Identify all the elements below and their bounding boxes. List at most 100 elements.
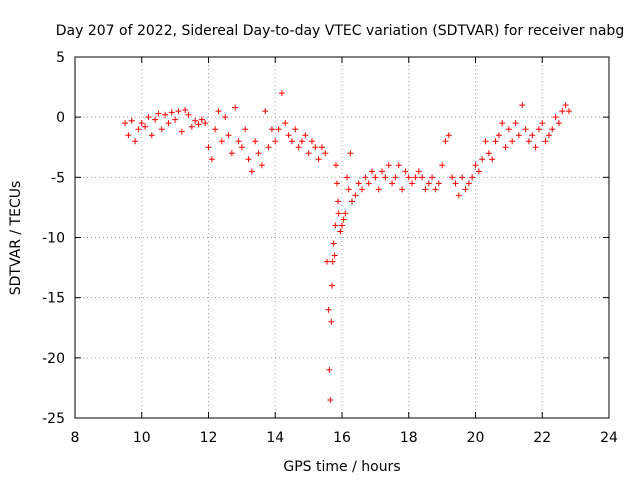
- data-point: [122, 120, 129, 127]
- data-point: [329, 258, 336, 265]
- data-point: [492, 138, 499, 145]
- y-tick-label: -20: [42, 351, 65, 367]
- data-point: [192, 117, 199, 124]
- data-point: [165, 120, 172, 127]
- data-point: [542, 138, 549, 145]
- data-point: [565, 108, 572, 115]
- data-point: [308, 138, 315, 145]
- data-point: [485, 150, 492, 157]
- data-point: [389, 180, 396, 187]
- x-axis-label: GPS time / hours: [283, 459, 400, 475]
- data-point: [252, 138, 259, 145]
- data-point: [225, 132, 232, 139]
- data-point: [323, 258, 330, 265]
- data-point: [333, 180, 340, 187]
- data-point: [405, 174, 412, 181]
- data-point: [178, 128, 185, 135]
- data-point: [208, 156, 215, 163]
- data-point: [545, 132, 552, 139]
- data-point: [382, 174, 389, 181]
- data-point: [238, 144, 245, 151]
- data-point: [519, 102, 526, 109]
- data-point: [525, 138, 532, 145]
- data-point: [128, 117, 135, 124]
- data-point: [499, 120, 506, 127]
- data-point: [332, 162, 339, 169]
- data-point: [445, 132, 452, 139]
- data-point: [365, 180, 372, 187]
- data-point: [505, 126, 512, 133]
- data-point: [155, 110, 162, 117]
- data-point: [272, 138, 279, 145]
- data-point: [555, 120, 562, 127]
- data-point: [212, 126, 219, 133]
- data-point: [559, 108, 566, 115]
- data-point: [409, 180, 416, 187]
- data-point: [148, 132, 155, 139]
- data-point: [305, 150, 312, 157]
- y-tick-label: -10: [42, 231, 65, 247]
- data-point: [215, 108, 222, 115]
- axis-ticks: 8 10 12 14 16 18 20 22 24 5 0 -5 -10 -15 -20 -25: [42, 50, 618, 446]
- data-point: [342, 210, 349, 217]
- x-tick-label: 20: [467, 430, 485, 446]
- data-point: [340, 216, 347, 223]
- grid-layer: [75, 57, 609, 418]
- data-point: [298, 138, 305, 145]
- data-point: [202, 120, 209, 127]
- data-point: [326, 366, 333, 373]
- data-point: [265, 144, 272, 151]
- data-point: [337, 228, 344, 235]
- data-point: [395, 162, 402, 169]
- data-point: [195, 121, 202, 128]
- data-point: [327, 396, 334, 403]
- y-tick-label: 5: [56, 50, 65, 66]
- data-point: [379, 168, 386, 175]
- data-point: [282, 120, 289, 127]
- data-point: [255, 150, 262, 157]
- data-point: [325, 306, 332, 313]
- data-point: [452, 180, 459, 187]
- data-point: [328, 318, 335, 325]
- data-point: [248, 168, 255, 175]
- y-axis-label: SDTVAR / TECUs: [8, 181, 24, 296]
- data-point: [198, 116, 205, 123]
- data-point: [472, 162, 479, 169]
- data-point: [369, 168, 376, 175]
- data-point: [175, 108, 182, 115]
- data-point: [138, 120, 145, 127]
- data-point: [278, 90, 285, 97]
- data-point: [462, 186, 469, 193]
- y-tick-label: 0: [56, 110, 65, 126]
- data-point: [392, 174, 399, 181]
- data-point: [334, 198, 341, 205]
- data-point: [362, 174, 369, 181]
- data-point: [292, 126, 299, 133]
- data-point: [318, 144, 325, 151]
- data-point: [302, 132, 309, 139]
- data-point: [288, 138, 295, 145]
- data-point: [145, 114, 152, 121]
- data-point: [375, 186, 382, 193]
- y-tick-label: -15: [42, 291, 65, 307]
- x-tick-label: 10: [133, 430, 151, 446]
- data-point: [262, 108, 269, 115]
- data-point: [242, 126, 249, 133]
- data-point: [135, 126, 142, 133]
- data-point: [465, 180, 472, 187]
- data-point: [158, 126, 165, 133]
- data-point: [482, 138, 489, 145]
- data-point: [222, 114, 229, 121]
- data-point: [339, 222, 345, 229]
- data-point: [275, 126, 282, 133]
- data-point: [535, 126, 542, 133]
- data-point: [285, 132, 292, 139]
- data-point: [322, 150, 329, 157]
- data-point: [439, 162, 446, 169]
- data-point: [552, 114, 559, 121]
- chart-title: Day 207 of 2022, Sidereal Day-to-day VTE…: [56, 23, 624, 39]
- y-tick-label: -25: [42, 411, 65, 427]
- data-point: [352, 192, 359, 199]
- data-point: [412, 174, 419, 181]
